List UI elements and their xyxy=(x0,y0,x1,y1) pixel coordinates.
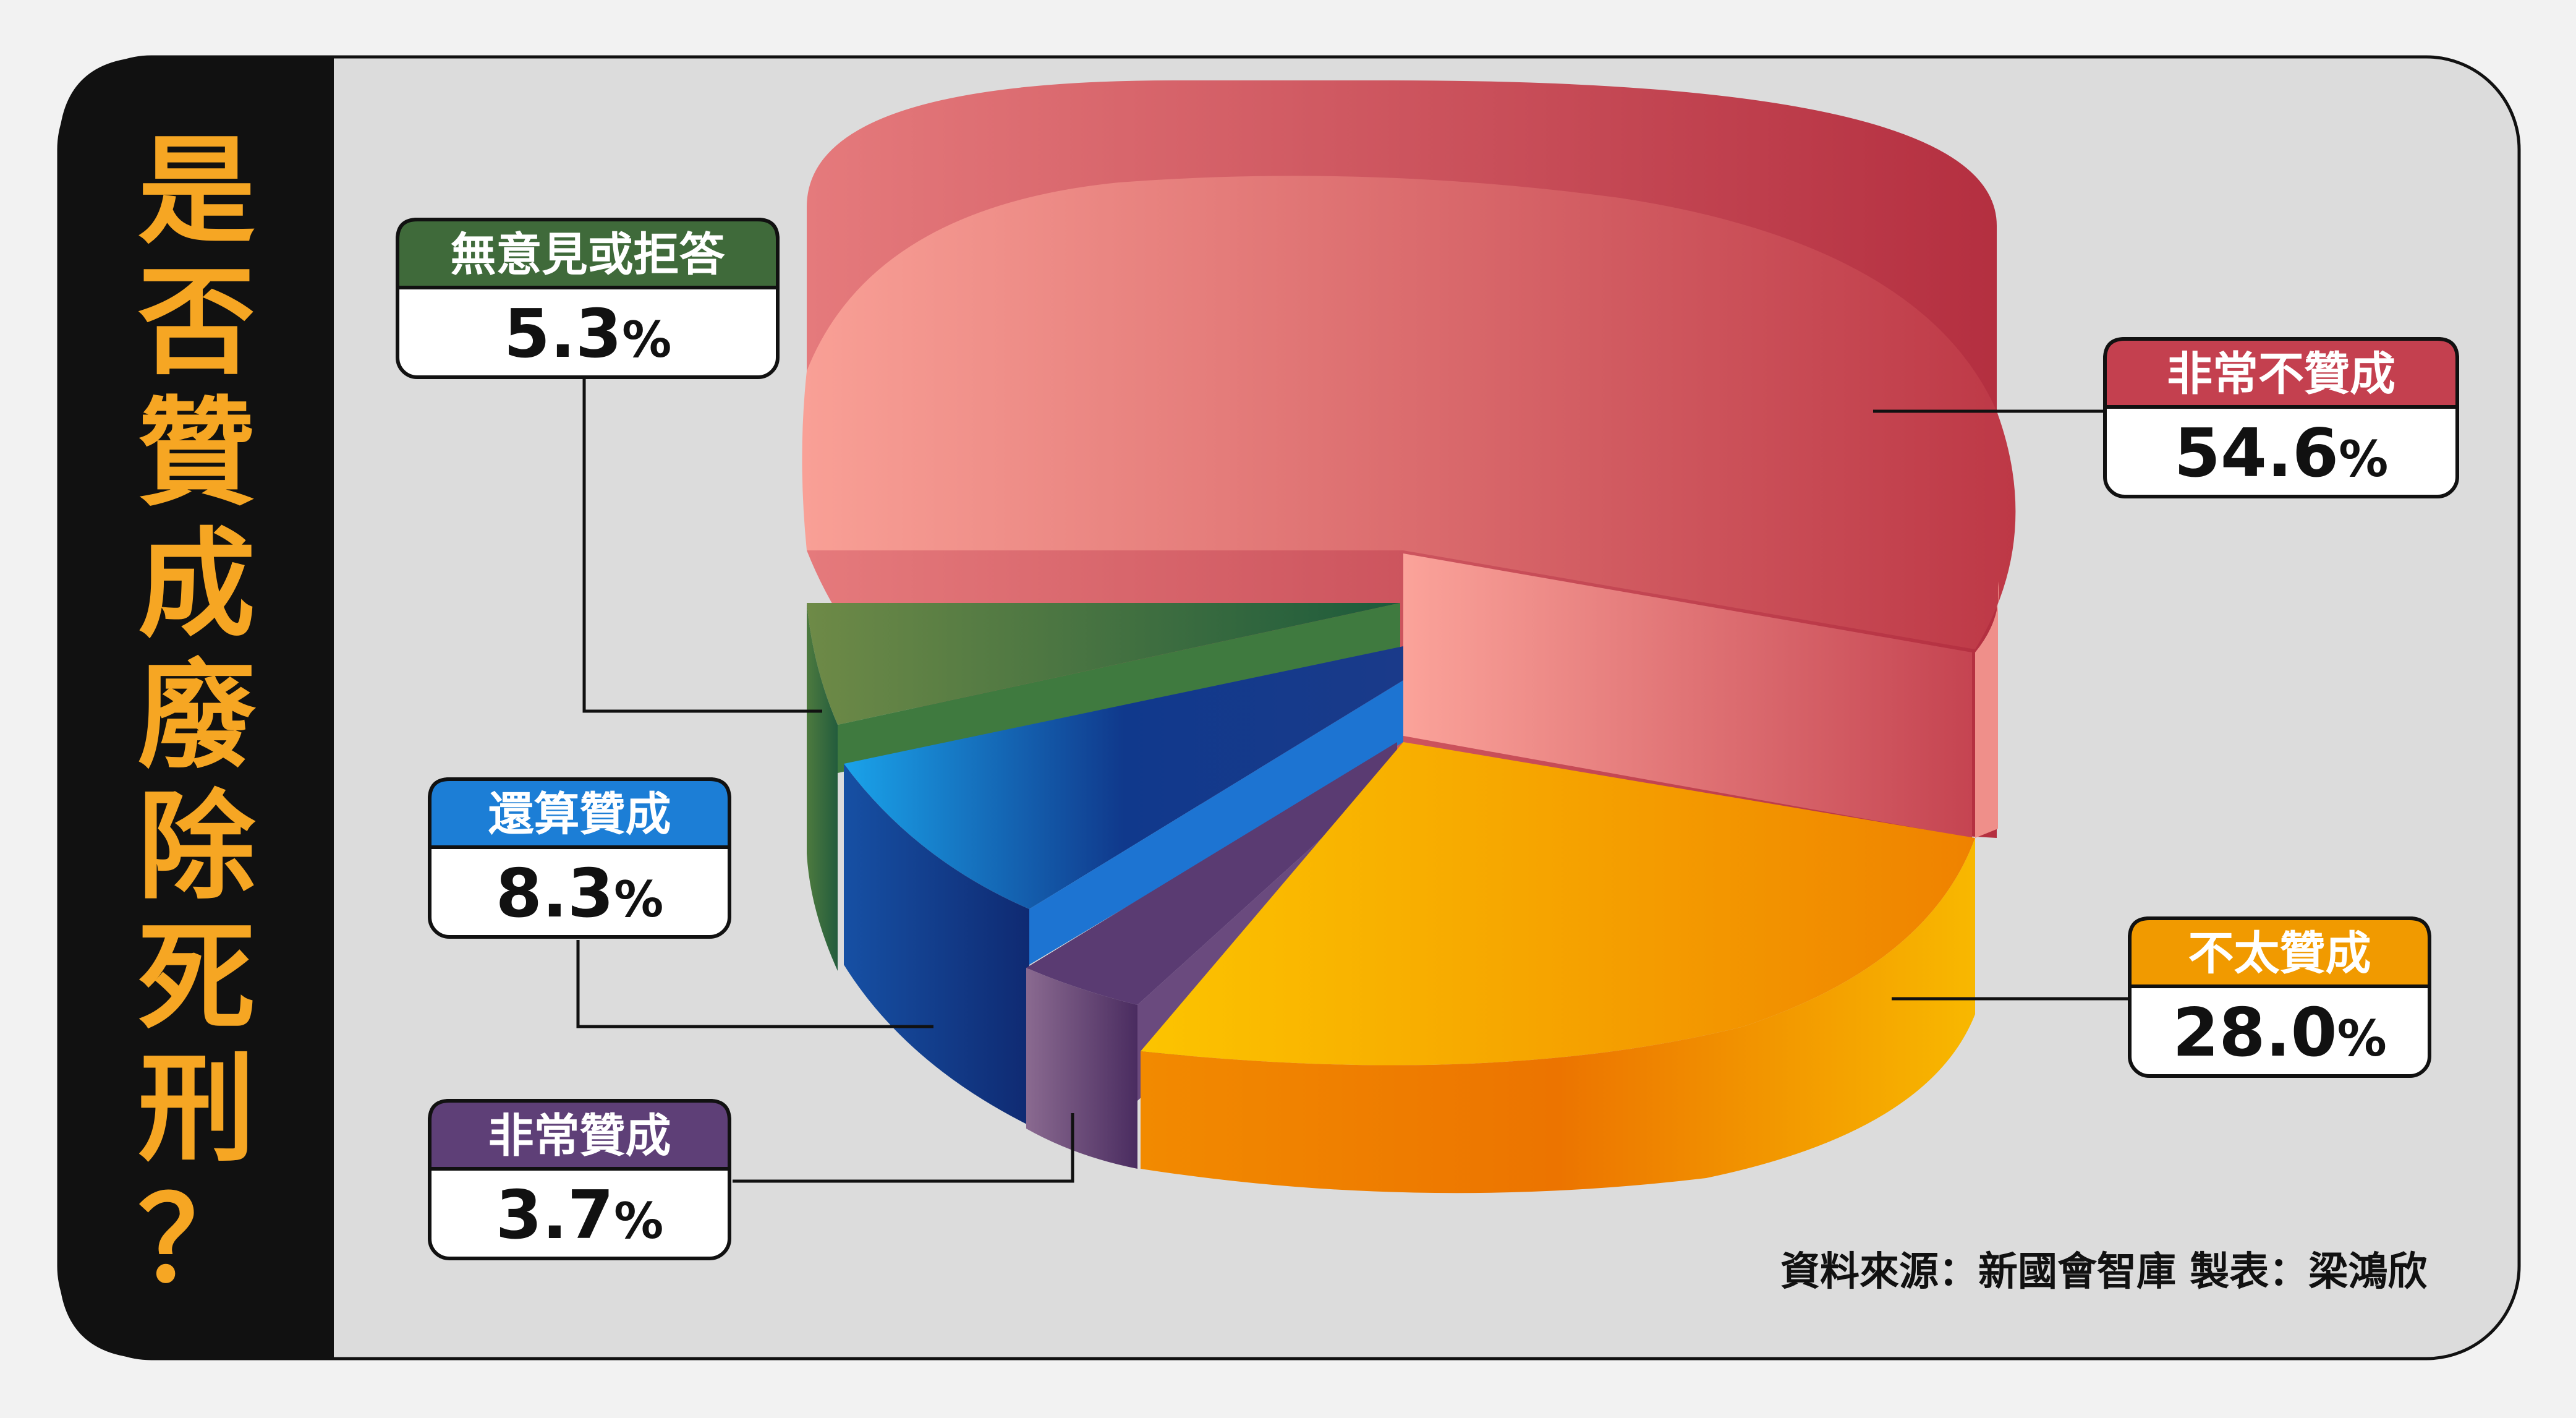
title-char: 是 xyxy=(138,123,255,260)
pie-slice-side-strongly-agree xyxy=(1026,968,1137,1169)
leader-line-somewhat-agree xyxy=(576,940,933,1028)
pie-slice-top-very-against xyxy=(802,176,2016,650)
label-header xyxy=(2128,916,2431,988)
label-not-really: 不太贊成 28.0% xyxy=(2128,916,2431,1078)
label-value: 5.3% xyxy=(504,296,671,373)
title-char: 死 xyxy=(138,910,255,1046)
pie-slice-top-somewhat-agree xyxy=(844,646,1403,909)
label-strongly-agree: 非常贊成 3.7% xyxy=(428,1099,731,1260)
label-category: 無意見或拒答 xyxy=(451,228,726,281)
title-char: ？ xyxy=(138,1172,255,1309)
pie-slice-edge-very-against xyxy=(1975,581,1999,838)
title-char: 刑 xyxy=(138,1041,255,1177)
pie-slice-side-no-opinion xyxy=(807,603,838,971)
label-very-against: 非常不贊成 54.6% xyxy=(2103,337,2459,498)
label-value: 28.0% xyxy=(2172,994,2387,1072)
pie-slice-side-somewhat-agree xyxy=(844,764,1029,1125)
pie-slice-face-somewhat-agree xyxy=(1029,680,1403,965)
pie-chart xyxy=(802,80,2016,1194)
title-char: 廢 xyxy=(138,647,257,784)
title-char: 贊 xyxy=(138,385,255,522)
title-char: 成 xyxy=(138,516,255,653)
title-char: 否 xyxy=(138,254,255,391)
data-labels: 非常不贊成 54.6% 不太贊成 28.0% 非常贊成 3.7% 還算贊成 8.3% 無意見或拒… xyxy=(396,218,2459,1260)
label-somewhat-agree: 還算贊成 8.3% xyxy=(428,777,731,939)
label-category: 非常贊成 xyxy=(488,1109,671,1163)
label-value: 3.7% xyxy=(496,1177,663,1254)
label-no-opinion: 無意見或拒答 5.3% xyxy=(396,218,780,379)
pie-slice-face-no-opinion xyxy=(838,603,1400,773)
label-category: 非常不贊成 xyxy=(2167,348,2395,401)
label-category: 還算贊成 xyxy=(488,788,671,841)
pie-slice-face-very-against xyxy=(1403,553,1972,838)
title-char: 除 xyxy=(138,779,256,915)
label-header xyxy=(428,777,731,849)
pie-slice-top-no-opinion xyxy=(807,603,1400,725)
label-category: 不太贊成 xyxy=(2188,927,2371,980)
leader-lines xyxy=(576,377,2130,1183)
leader-line-no-opinion xyxy=(582,377,822,713)
label-header xyxy=(2103,337,2459,409)
label-header xyxy=(428,1099,731,1171)
leader-line-strongly-agree xyxy=(733,1113,1074,1183)
label-header xyxy=(396,218,780,289)
pie-slice-top-not-really xyxy=(1141,742,1975,1066)
label-value: 8.3% xyxy=(496,855,663,933)
pie-slice-side-not-really xyxy=(1141,838,1975,1194)
label-value: 54.6% xyxy=(2174,415,2389,492)
title-panel xyxy=(59,57,334,1359)
source-note: 資料來源：新國會智庫 製表：梁鴻欣 xyxy=(1780,1249,2427,1295)
pie-slice-top-strongly-agree xyxy=(1026,742,1397,1005)
